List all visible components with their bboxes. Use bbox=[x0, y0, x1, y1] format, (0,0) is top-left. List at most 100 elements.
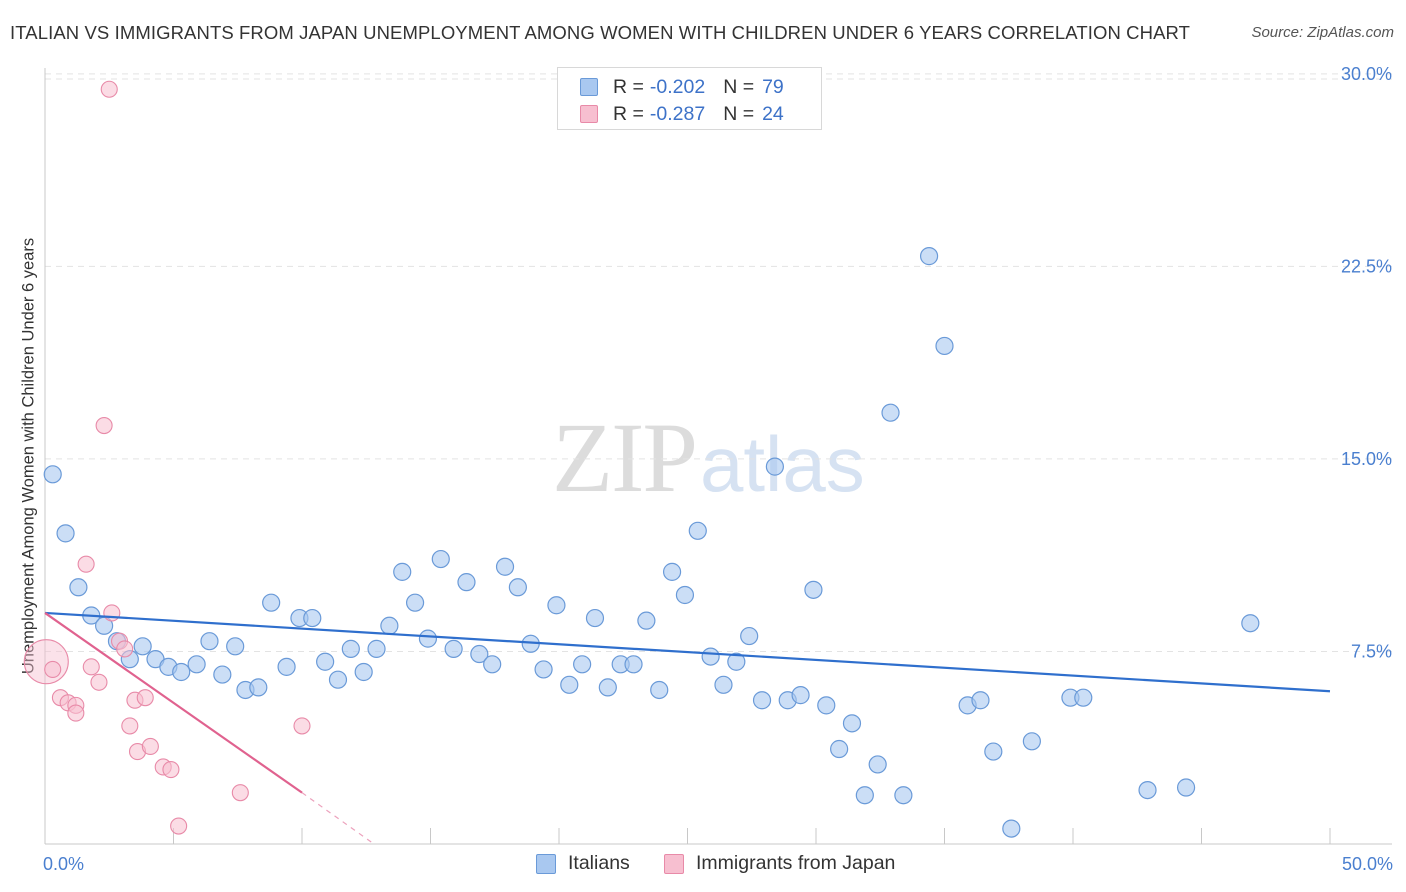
italians-point bbox=[380, 616, 399, 635]
japan-point bbox=[136, 689, 154, 707]
gridlines bbox=[45, 73, 1392, 652]
italians-point bbox=[249, 678, 268, 697]
japan-point bbox=[95, 416, 113, 435]
chart-title: ITALIAN VS IMMIGRANTS FROM JAPAN UNEMPLO… bbox=[10, 22, 1191, 43]
y-tick-label: 30.0% bbox=[1341, 64, 1392, 84]
italians-point bbox=[418, 629, 438, 648]
italians-point bbox=[354, 662, 373, 682]
italians-point bbox=[393, 562, 412, 581]
y-tick-label: 7.5% bbox=[1351, 641, 1392, 661]
italians-point bbox=[328, 670, 348, 689]
italians-point bbox=[56, 524, 75, 543]
legend-row-japan: R = -0.287 N = 24 bbox=[580, 102, 784, 126]
italians-point bbox=[470, 644, 489, 664]
italians-point bbox=[1241, 614, 1260, 633]
italians-point bbox=[547, 596, 566, 615]
series-legend: Italians Immigrants from Japan bbox=[0, 852, 1406, 876]
italians-points bbox=[43, 247, 1260, 838]
italians-point bbox=[662, 562, 682, 581]
italians-point bbox=[830, 739, 849, 759]
italians-point bbox=[868, 755, 887, 774]
italians-point bbox=[855, 786, 874, 805]
italians-point bbox=[187, 655, 206, 674]
trend-lines bbox=[44, 611, 1331, 845]
tick-labels: 7.5% 15.0% 22.5% 30.0% 0.0% 50.0% bbox=[43, 64, 1393, 874]
italians-point bbox=[43, 465, 62, 484]
japan-legend-label: Immigrants from Japan bbox=[696, 852, 896, 874]
japan-trend-line bbox=[44, 612, 303, 794]
italians-point bbox=[1002, 819, 1021, 838]
italians-point bbox=[534, 660, 553, 679]
n-label: N = bbox=[723, 75, 755, 98]
italians-legend-swatch bbox=[536, 853, 556, 874]
r-label: R = bbox=[613, 75, 644, 98]
italians-point bbox=[431, 549, 450, 569]
italians-point bbox=[894, 786, 913, 805]
italians-point bbox=[262, 593, 281, 612]
japan-n-value: 24 bbox=[762, 102, 784, 125]
italians-point bbox=[1022, 732, 1041, 751]
italians-point bbox=[817, 696, 836, 715]
watermark-zip: ZIP bbox=[552, 402, 698, 513]
legend-row-italians: R = -0.202 N = 79 bbox=[580, 75, 784, 99]
italians-n-value: 79 bbox=[762, 75, 784, 98]
italians-point bbox=[303, 608, 322, 628]
italians-point bbox=[1176, 778, 1196, 797]
japan-point bbox=[90, 673, 108, 691]
italians-point bbox=[405, 593, 425, 612]
italians-swatch bbox=[580, 78, 598, 96]
legend-item-italians[interactable]: Italians bbox=[536, 852, 630, 875]
japan-point bbox=[77, 555, 95, 573]
italians-point bbox=[226, 637, 245, 656]
japan-point bbox=[141, 737, 159, 755]
italians-point bbox=[341, 639, 360, 658]
italians-trend-line bbox=[44, 611, 1331, 693]
italians-point bbox=[277, 657, 296, 676]
italians-point bbox=[727, 652, 746, 671]
y-tick-label: 15.0% bbox=[1341, 449, 1392, 469]
legend-item-japan[interactable]: Immigrants from Japan bbox=[664, 852, 895, 875]
italians-point bbox=[688, 521, 707, 540]
italians-point bbox=[316, 652, 335, 671]
italians-point bbox=[919, 247, 939, 266]
japan-trend-extension bbox=[301, 792, 375, 845]
japan-point bbox=[162, 761, 180, 779]
italians-point bbox=[740, 626, 759, 646]
japan-point bbox=[293, 717, 311, 735]
italians-point bbox=[495, 557, 515, 576]
italians-point bbox=[714, 675, 733, 694]
italians-r-value: -0.202 bbox=[649, 75, 706, 98]
japan-point bbox=[23, 639, 69, 685]
japan-point bbox=[82, 658, 100, 676]
italians-point bbox=[133, 637, 152, 656]
japan-points bbox=[23, 80, 311, 835]
italians-point bbox=[935, 336, 954, 356]
italians-point bbox=[213, 665, 232, 684]
japan-point bbox=[116, 640, 134, 658]
italians-point bbox=[483, 655, 502, 674]
japan-point bbox=[67, 704, 85, 722]
italians-point bbox=[675, 585, 695, 605]
italians-legend-label: Italians bbox=[568, 852, 630, 874]
italians-point bbox=[881, 403, 900, 422]
italians-point bbox=[367, 639, 386, 658]
x-tick-label-min: 0.0% bbox=[43, 854, 84, 874]
correlation-legend: R = -0.202 N = 79 R = -0.287 N = 24 bbox=[557, 67, 822, 130]
japan-point bbox=[103, 604, 121, 622]
japan-point bbox=[44, 660, 62, 678]
italians-point bbox=[765, 457, 784, 476]
japan-point bbox=[231, 784, 249, 802]
italians-point bbox=[752, 691, 772, 710]
japan-r-value: -0.287 bbox=[649, 102, 706, 125]
italians-point bbox=[971, 691, 990, 710]
italians-point bbox=[624, 655, 643, 674]
italians-point bbox=[69, 578, 88, 597]
italians-point bbox=[1138, 780, 1157, 800]
n-label: N = bbox=[723, 102, 755, 125]
italians-point bbox=[585, 608, 605, 628]
italians-point bbox=[637, 611, 656, 630]
italians-point bbox=[701, 647, 720, 666]
r-label: R = bbox=[613, 102, 644, 125]
italians-point bbox=[791, 686, 810, 705]
